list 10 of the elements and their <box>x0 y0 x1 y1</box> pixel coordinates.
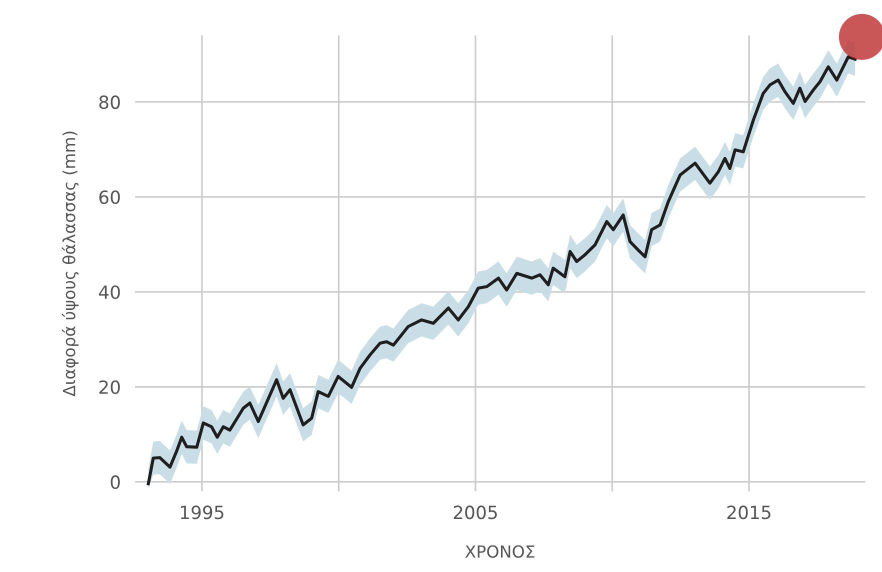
y-axis-title: Διαφορά ύψους θάλασσας (mm) <box>62 132 79 396</box>
y-tick-label: 60 <box>99 190 120 204</box>
x-tick-label: 2005 <box>454 506 497 520</box>
y-tick-label: 0 <box>110 475 120 489</box>
x-tick-label: 2015 <box>727 506 770 520</box>
x-axis-title: ΧΡΟΝΟΣ <box>465 545 534 558</box>
y-tick-label: 80 <box>99 95 120 110</box>
y-tick-label: 40 <box>98 285 120 300</box>
x-tick-label: 1995 <box>180 506 224 520</box>
y-tick-label: 20 <box>99 380 120 394</box>
